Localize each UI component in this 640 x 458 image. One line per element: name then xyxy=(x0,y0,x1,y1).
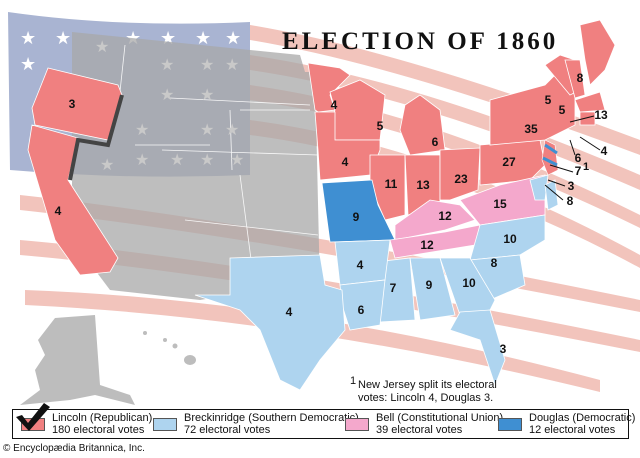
svg-text:★: ★ xyxy=(55,28,71,48)
bell-states xyxy=(389,174,546,259)
copyright: © Encyclopædia Britannica, Inc. xyxy=(3,443,145,454)
alaska xyxy=(20,315,135,405)
svg-text:35: 35 xyxy=(524,122,538,136)
svg-text:★: ★ xyxy=(200,152,214,169)
svg-text:★: ★ xyxy=(200,57,214,74)
svg-text:4: 4 xyxy=(286,305,293,319)
svg-text:13: 13 xyxy=(416,178,430,192)
svg-text:15: 15 xyxy=(493,197,507,211)
footnote: 1 New Jersey split its electoral votes: … xyxy=(350,375,497,405)
svg-text:9: 9 xyxy=(426,278,433,292)
svg-text:27: 27 xyxy=(502,155,516,169)
svg-text:4: 4 xyxy=(55,204,62,218)
svg-text:4: 4 xyxy=(601,144,608,158)
svg-text:★: ★ xyxy=(195,28,211,48)
legend-item-douglas: Douglas (Democratic) 12 electoral votes xyxy=(498,412,635,436)
territories xyxy=(72,32,320,300)
footnote-line-1: New Jersey split its electoral xyxy=(358,379,497,391)
svg-text:★: ★ xyxy=(225,28,241,48)
footnote-line-2: votes: Lincoln 4, Douglas 3. xyxy=(358,392,494,404)
footnote-marker: 1 xyxy=(350,375,357,387)
legend-swatch-breckinridge xyxy=(153,417,177,431)
svg-text:★: ★ xyxy=(20,28,36,48)
lincoln-north xyxy=(307,19,616,221)
winner-checkmark-icon xyxy=(16,403,50,431)
legend-swatch-douglas xyxy=(498,417,522,431)
missouri xyxy=(321,179,396,243)
legend-item-breckinridge: Breckinridge (Southern Democratic) 72 el… xyxy=(153,412,359,436)
lincoln-west xyxy=(27,67,124,276)
svg-text:10: 10 xyxy=(503,232,517,246)
svg-text:13: 13 xyxy=(594,108,608,122)
svg-text:5: 5 xyxy=(545,93,552,107)
legend-swatch-bell xyxy=(345,417,369,431)
svg-text:8: 8 xyxy=(491,256,498,270)
svg-text:6: 6 xyxy=(575,151,582,165)
legend-candidate: Lincoln (Republican) xyxy=(52,412,153,424)
svg-text:5: 5 xyxy=(377,119,384,133)
svg-text:6: 6 xyxy=(358,303,365,317)
territory-stars: ★ ★ ★ ★ ★ ★ ★ ★ ★ ★ ★ ★ ★ ★ xyxy=(95,39,244,174)
svg-text:★: ★ xyxy=(225,57,239,74)
legend-votes: 39 electoral votes xyxy=(376,424,463,436)
legend-votes: 72 electoral votes xyxy=(184,424,271,436)
svg-text:★: ★ xyxy=(95,39,109,56)
legend-candidate: Bell (Constitutional Union) xyxy=(376,412,504,424)
svg-text:★: ★ xyxy=(160,57,174,74)
svg-text:3: 3 xyxy=(500,342,507,356)
legend-votes: 180 electoral votes xyxy=(52,424,145,436)
svg-text:8: 8 xyxy=(577,71,584,85)
svg-text:7: 7 xyxy=(575,164,582,178)
svg-text:★: ★ xyxy=(170,152,184,169)
svg-text:12: 12 xyxy=(438,209,452,223)
leader-lines xyxy=(544,115,601,201)
legend-item-bell: Bell (Constitutional Union) 39 electoral… xyxy=(345,412,503,436)
svg-text:6: 6 xyxy=(432,135,439,149)
svg-text:8: 8 xyxy=(567,194,574,208)
svg-text:★: ★ xyxy=(100,157,114,174)
svg-text:4: 4 xyxy=(331,98,338,112)
svg-text:1: 1 xyxy=(583,161,589,173)
svg-text:3: 3 xyxy=(69,97,76,111)
legend-votes: 12 electoral votes xyxy=(529,424,616,436)
svg-text:12: 12 xyxy=(420,238,434,252)
map-title: ELECTION OF 1860 xyxy=(282,28,559,55)
svg-text:★: ★ xyxy=(20,54,36,74)
svg-text:5: 5 xyxy=(559,103,566,117)
legend-candidate: Douglas (Democratic) xyxy=(529,412,636,424)
svg-text:7: 7 xyxy=(390,281,397,295)
svg-text:★: ★ xyxy=(230,152,244,169)
svg-text:★: ★ xyxy=(160,87,174,104)
svg-text:3: 3 xyxy=(568,179,575,193)
svg-text:★: ★ xyxy=(135,122,149,139)
svg-text:★: ★ xyxy=(135,152,149,169)
legend-candidate: Breckinridge (Southern Democratic) xyxy=(184,412,359,424)
svg-text:★: ★ xyxy=(200,122,214,139)
svg-text:23: 23 xyxy=(454,172,468,186)
svg-text:★: ★ xyxy=(200,87,214,104)
breckinridge-states xyxy=(194,174,559,391)
hawaii xyxy=(143,331,196,365)
svg-text:4: 4 xyxy=(357,258,364,272)
svg-text:9: 9 xyxy=(353,210,360,224)
flag-stars: ★ ★ ★ ★ ★ ★ ★ xyxy=(20,28,241,74)
svg-text:10: 10 xyxy=(462,276,476,290)
legend: Lincoln (Republican) 180 electoral votes… xyxy=(12,409,635,439)
svg-text:4: 4 xyxy=(342,155,349,169)
state-labels: 3 4 4 5 6 4 11 13 23 27 35 5 5 8 13 4 6 … xyxy=(55,71,608,356)
svg-text:11: 11 xyxy=(385,177,398,191)
svg-text:★: ★ xyxy=(225,122,239,139)
